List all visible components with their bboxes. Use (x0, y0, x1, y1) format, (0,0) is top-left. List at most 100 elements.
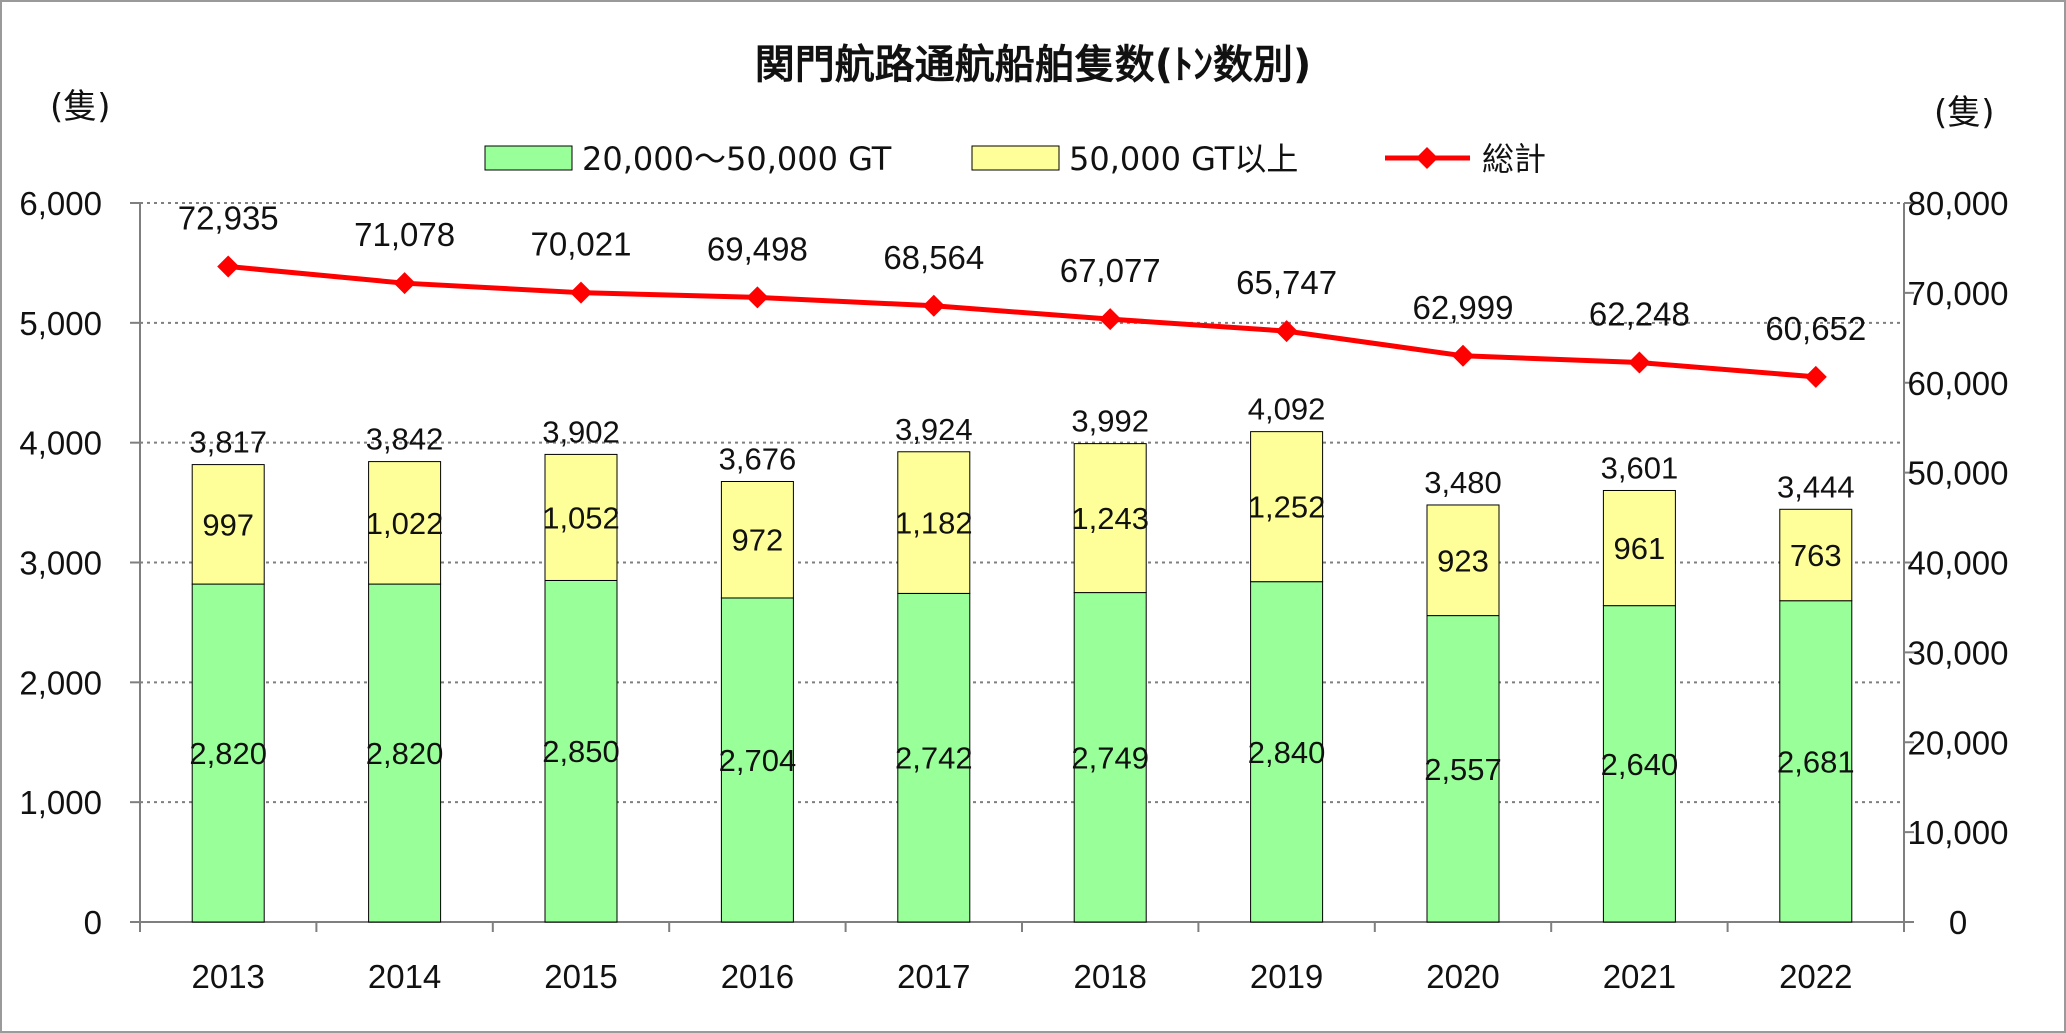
total-data-label: 67,077 (1060, 252, 1161, 289)
data-label-20000-50000gt: 2,840 (1248, 735, 1326, 770)
bar-total-label: 3,601 (1601, 450, 1679, 485)
x-axis-tick-label: 2017 (897, 958, 970, 995)
x-axis-tick-label: 2015 (544, 958, 617, 995)
total-marker (1628, 351, 1651, 374)
legend-marker-total (1416, 147, 1438, 169)
left-axis-tick-label: 1,000 (19, 784, 102, 821)
total-data-label: 62,248 (1589, 296, 1690, 333)
data-label-50000gt-plus: 1,252 (1248, 490, 1326, 525)
right-axis-tick-label: 50,000 (1908, 455, 2009, 492)
data-label-20000-50000gt: 2,704 (719, 743, 797, 778)
data-label-20000-50000gt: 2,749 (1071, 740, 1149, 775)
bar-20000-50000gt (1073, 592, 1147, 923)
data-label-20000-50000gt: 2,850 (542, 734, 620, 769)
bar-total-label: 4,092 (1248, 392, 1326, 427)
bar-20000-50000gt (897, 592, 971, 923)
bar-20000-50000gt (720, 597, 794, 923)
data-label-50000gt-plus: 763 (1790, 538, 1842, 573)
bar-50000gt-plus (1779, 508, 1853, 602)
bar-50000gt-plus (191, 464, 265, 585)
x-axis-tick-label: 2013 (191, 958, 264, 995)
x-axis-tick-label: 2019 (1250, 958, 1323, 995)
data-label-50000gt-plus: 961 (1614, 531, 1666, 566)
data-label-20000-50000gt: 2,557 (1424, 752, 1502, 787)
total-line: 72,935 71,078 70,021 69,498 68,564 67,077 65,7… (178, 199, 1866, 388)
total-marker (1452, 344, 1474, 367)
data-label-50000gt-plus: 923 (1437, 543, 1489, 578)
data-label-20000-50000gt: 2,820 (189, 736, 267, 771)
bars: 2,820 997 3,817 2,820 1,022 3,842 2,850 1,052 3,… (189, 392, 1855, 923)
data-label-50000gt-plus: 972 (732, 523, 784, 558)
data-label-50000gt-plus: 1,022 (366, 506, 444, 541)
x-axis-tick-label: 2022 (1779, 958, 1852, 995)
bar-total-label: 3,924 (895, 412, 973, 447)
total-marker (393, 272, 416, 295)
left-axis-tick-label: 3,000 (19, 545, 102, 582)
bar-20000-50000gt (368, 583, 442, 923)
bar-50000gt-plus (368, 461, 442, 585)
bar-total-label: 3,444 (1777, 469, 1855, 504)
total-data-label: 62,999 (1413, 289, 1514, 326)
right-axis-tick-label: 40,000 (1908, 545, 2009, 582)
bar-20000-50000gt (1250, 581, 1324, 923)
left-axis-tick-label: 6,000 (19, 185, 102, 222)
data-label-50000gt-plus: 997 (202, 507, 254, 542)
total-marker (1099, 308, 1122, 331)
legend-swatch-20000-50000gt (484, 145, 573, 171)
total-data-label: 65,747 (1236, 264, 1337, 301)
bar-total-label: 3,817 (189, 425, 267, 460)
total-marker (570, 281, 592, 304)
bar-total-label: 3,902 (542, 414, 620, 449)
left-axis-tick-label: 2,000 (19, 664, 102, 701)
bar-20000-50000gt (1779, 600, 1853, 923)
legend: 20,000～50,000 GT 50,000 GT以上 総計 (484, 140, 1546, 178)
right-axis-tick-label: 70,000 (1908, 275, 2009, 312)
data-label-20000-50000gt: 2,640 (1601, 747, 1679, 782)
right-axis-tick-label: 30,000 (1908, 634, 2009, 671)
data-label-20000-50000gt: 2,820 (366, 736, 444, 771)
bar-50000gt-plus (720, 480, 794, 599)
right-axis-tick-label: 0 (1949, 904, 1967, 941)
data-label-50000gt-plus: 1,182 (895, 506, 973, 541)
right-axis-tick-label: 10,000 (1908, 814, 2009, 851)
bar-total-label: 3,480 (1424, 465, 1502, 500)
left-axis-unit: (隻) (50, 87, 111, 127)
bar-50000gt-plus (1250, 431, 1324, 583)
bar-50000gt-plus (897, 451, 971, 594)
bar-total-label: 3,992 (1071, 404, 1149, 439)
legend-label-50000gt-plus: 50,000 GT以上 (1069, 140, 1298, 178)
total-series-line (227, 264, 1817, 380)
total-marker (217, 255, 240, 278)
data-label-50000gt-plus: 1,052 (542, 500, 620, 535)
total-marker (1275, 320, 1298, 343)
total-marker (1804, 365, 1827, 388)
left-axis-tick-label: 0 (84, 904, 102, 941)
right-axis-unit: (隻) (1934, 93, 1995, 133)
right-axis-tick-label: 60,000 (1908, 365, 2009, 402)
total-marker (746, 286, 769, 309)
right-axis-tick-label: 20,000 (1908, 724, 2009, 761)
left-axis-tick-label: 4,000 (19, 425, 102, 462)
bar-20000-50000gt (1602, 605, 1676, 923)
bar-50000gt-plus (1602, 489, 1676, 607)
bar-50000gt-plus (544, 453, 618, 581)
total-data-label: 69,498 (707, 230, 808, 267)
data-label-20000-50000gt: 2,742 (895, 741, 973, 776)
x-axis-tick-label: 2021 (1603, 958, 1676, 995)
bar-total-label: 3,842 (366, 422, 444, 457)
left-axis-tick-label: 5,000 (19, 305, 102, 342)
total-data-label: 68,564 (883, 239, 984, 276)
legend-label-20000-50000gt: 20,000～50,000 GT (582, 140, 892, 178)
total-data-label: 72,935 (178, 199, 279, 236)
bar-total-label: 3,676 (719, 441, 797, 476)
total-data-label: 60,652 (1765, 310, 1866, 347)
x-axis-tick-label: 2016 (721, 958, 794, 995)
bar-50000gt-plus (1073, 443, 1147, 594)
right-axis-tick-label: 80,000 (1908, 185, 2009, 222)
data-label-20000-50000gt: 2,681 (1777, 744, 1855, 779)
total-marker (922, 294, 945, 317)
x-axis-tick-label: 2020 (1426, 958, 1499, 995)
